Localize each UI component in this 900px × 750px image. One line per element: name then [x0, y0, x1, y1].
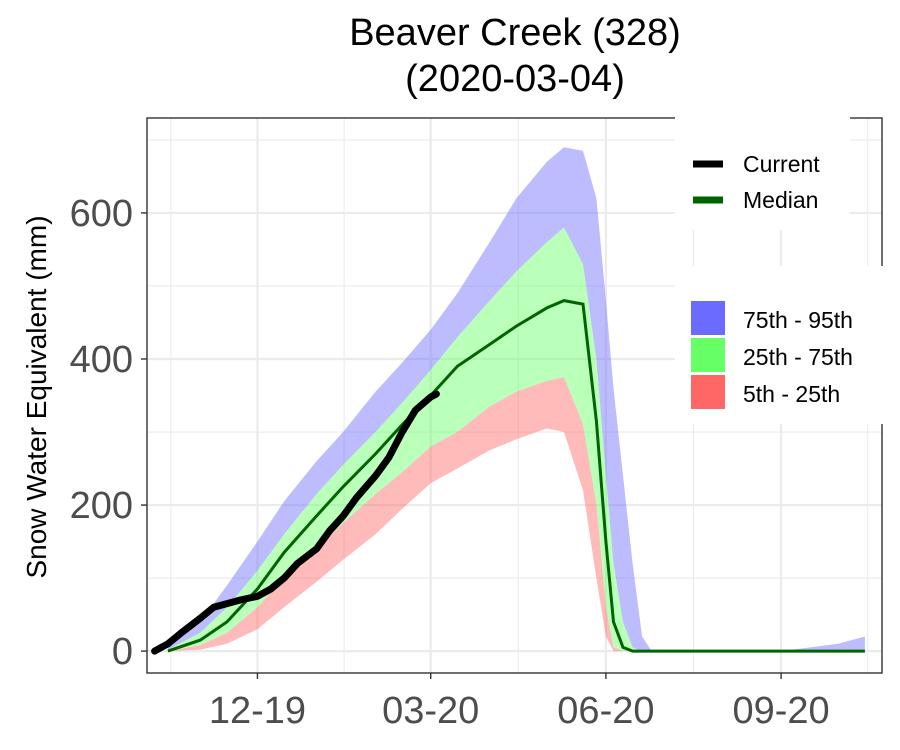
- line-legend: Current Median: [675, 112, 850, 230]
- legend-label-p5_25: 5th - 25th: [743, 381, 840, 407]
- y-tick-label: 200: [70, 485, 133, 527]
- chart-subtitle: (2020-03-04): [405, 58, 625, 100]
- median-line: [167, 299, 865, 653]
- x-tick-label: 12-19: [209, 690, 306, 732]
- legend-label-current: Current: [743, 151, 820, 177]
- legend-label-p75_95: 75th - 95th: [743, 307, 853, 333]
- legend-label-median: Median: [743, 187, 818, 213]
- band-5th-25th: [167, 377, 865, 652]
- x-tick-label: 03-20: [382, 690, 479, 732]
- x-tick-label: 06-20: [557, 690, 654, 732]
- legend-swatch-p25_75: [691, 338, 725, 372]
- legend-swatch-p75_95: [691, 301, 725, 335]
- x-tick-label: 09-20: [732, 690, 829, 732]
- band-legend: 75th - 95th 25th - 75th 5th - 25th: [675, 266, 890, 424]
- band-75th-95th: [167, 147, 865, 652]
- legend-swatch-p5_25: [691, 375, 725, 409]
- line-legend-box: [675, 112, 850, 230]
- y-tick-label: 400: [70, 339, 133, 381]
- current-line: [151, 390, 440, 655]
- y-tick-label: 0: [112, 631, 133, 673]
- legend-label-p25_75: 25th - 75th: [743, 344, 853, 370]
- y-tick-label: 600: [70, 193, 133, 235]
- chart-title: Beaver Creek (328): [349, 12, 681, 54]
